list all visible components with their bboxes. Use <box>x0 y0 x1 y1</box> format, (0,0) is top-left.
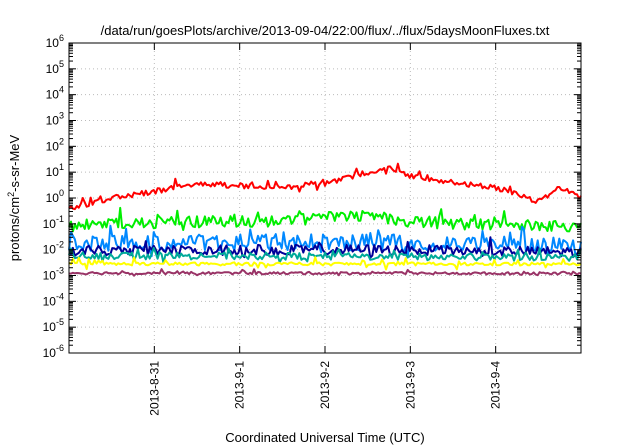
x-axis-label: Coordinated Universal Time (UTC) <box>225 430 424 445</box>
series-line-1 <box>68 162 582 211</box>
y-tick-label: 10-2 <box>43 240 64 257</box>
y-tick-label: 106 <box>46 33 64 50</box>
grid <box>69 43 581 353</box>
y-tick-label: 10-1 <box>43 214 64 231</box>
y-tick-label: 10-6 <box>43 343 64 360</box>
chart-title: /data/run/goesPlots/archive/2013-09-04/2… <box>101 23 550 38</box>
axis-ticks <box>69 42 581 354</box>
x-tick-label: 2013-9-2 <box>318 361 332 409</box>
y-tick-label: 104 <box>46 85 64 102</box>
x-tick-label: 2013-9-4 <box>489 361 503 409</box>
series-line-7 <box>68 268 582 277</box>
y-tick-label: 103 <box>46 111 64 128</box>
y-axis-label: protons/cm2-s-sr-MeV <box>6 134 22 261</box>
y-tick-label: 10-4 <box>43 291 64 308</box>
y-tick-label: 102 <box>46 136 64 153</box>
y-tick-labels: 10-6 10-5 10-4 10-3 10-2 10-1 100 101 102 103 104 1… <box>43 33 64 360</box>
series-line-6 <box>68 256 582 271</box>
y-tick-label: 10-3 <box>43 266 64 283</box>
y-axis-label-superscript: 2 <box>6 192 16 197</box>
series-line-2 <box>68 206 582 233</box>
series-layer <box>68 162 582 277</box>
y-tick-label: 101 <box>46 162 64 179</box>
x-tick-labels: 2013-8-31 2013-9-1 2013-9-2 2013-9-3 2013-9-… <box>147 361 502 416</box>
series-line-3 <box>68 224 582 259</box>
x-tick-label: 2013-9-1 <box>233 361 247 409</box>
x-tick-label: 2013-8-31 <box>147 361 161 416</box>
y-tick-label: 100 <box>46 188 64 205</box>
x-tick-label: 2013-9-3 <box>403 361 417 409</box>
y-tick-label: 105 <box>46 59 64 76</box>
y-tick-label: 10-5 <box>43 317 64 334</box>
series-line-5 <box>68 246 582 265</box>
